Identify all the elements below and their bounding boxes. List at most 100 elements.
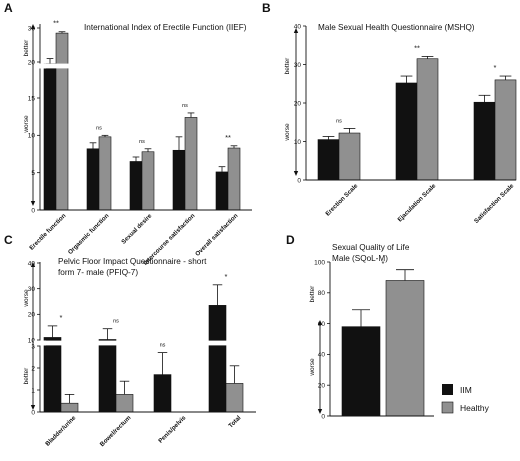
panel-c-category-label: Total (227, 414, 242, 429)
panel-c-axis-break (34, 340, 46, 346)
panel-a-bar-break (43, 63, 69, 69)
panel-a-significance-label: ** (225, 133, 231, 142)
panel-d-y-tick-label: 20 (318, 383, 326, 390)
panel-c-title-line-2: form 7- male (PFIQ-7) (58, 268, 138, 277)
panel-label-a: A (4, 1, 13, 15)
panel-c-y-tick-label: 3 (31, 343, 35, 350)
panel-a-axis: 0 5 10 15 20 30 (28, 24, 252, 214)
panel-c-bar-healthy (60, 402, 79, 413)
panel-c-y-tick-label: 0 (31, 409, 35, 416)
panel-c-bar-iim (43, 337, 62, 413)
panel-d-y-tick-label: 40 (318, 352, 326, 359)
panel-b-y-tick-label: 20 (294, 100, 302, 107)
panel-a-title: International Index of Erectile Function… (84, 23, 247, 32)
panel-c-y-tick-label: 20 (28, 312, 36, 319)
panel-b-direction-head-up (293, 28, 299, 33)
panel-a-significance-label: ns (96, 125, 102, 131)
panel-c-bar-break (208, 340, 244, 346)
panel-c-y-tick-label: 1 (31, 387, 35, 394)
panel-a-bar-iim (86, 148, 100, 211)
panel-b-title: Male Sexual Health Questionnaire (MSHQ) (318, 23, 475, 32)
panel-b-axis: 0 10 20 30 40 (294, 23, 516, 184)
panel-c-axis: 0 1 2 310 20 30 40 (28, 260, 256, 416)
panel-a-significance-label: ** (53, 19, 59, 28)
panel-b-category-label: Ejaculation Scale (396, 182, 437, 223)
panel-c-bar-healthy (115, 394, 134, 413)
panel-a-bar-iim (43, 63, 57, 211)
panel-b-bar-iim (395, 82, 418, 181)
panel-c-bar-healthy (225, 383, 244, 413)
panel-d-better-label: better (309, 285, 316, 302)
panel-a-bar-healthy (227, 147, 241, 211)
panel-label-b: B (262, 1, 271, 15)
panel-b-better-label: better (284, 57, 291, 74)
panel-d-title-line-1: Sexual Quality of Life (332, 243, 410, 252)
panel-c-direction-arrow (30, 262, 36, 410)
panel-b-bar-iim (317, 139, 340, 181)
panel-a-better-label: better (23, 39, 30, 56)
legend-label-iim: IIM (460, 385, 472, 395)
panel-a-significance-label: ns (139, 139, 145, 145)
panel-a-direction-head-up (30, 24, 36, 29)
panel-d-y-tick-label: 60 (318, 321, 326, 328)
panel-c-y-tick-label: 10 (28, 337, 36, 344)
panel-b-bar-healthy (338, 132, 361, 181)
panel-c-direction-head-down (30, 405, 36, 410)
panel-d-worse-label: worse (309, 358, 316, 377)
panel-c-y-tick-label: 2 (31, 365, 35, 372)
panel-b-y-tick-label: 10 (294, 139, 302, 146)
panel-c-bar-break (98, 340, 134, 346)
panel-b-bar-iim (473, 101, 496, 181)
panel-a-category-label: Overall satisfaction (194, 212, 239, 257)
panel-a-bar-healthy (141, 151, 155, 211)
panel-a-y-tick-label: 20 (28, 59, 36, 66)
panel-c-significance-label: * (225, 272, 228, 281)
panel-c-category-label: Bladder/urine (44, 414, 78, 448)
panel-b-worse-label: worse (284, 123, 291, 142)
panel-c-bar-break (43, 340, 79, 346)
panel-d-y-tick-label: 80 (318, 290, 326, 297)
panel-b-y-tick-label: 40 (294, 23, 302, 30)
panel-a-y-tick-label: 0 (31, 207, 35, 214)
panel-c-bar-iim (153, 374, 172, 413)
panel-d-direction-arrow (317, 320, 323, 414)
panel-a-bar-iim (215, 171, 229, 211)
panel-d-direction-head-down (317, 409, 323, 414)
panel-d-significance-label: * (382, 259, 385, 268)
panel-a-bar-iim (172, 149, 186, 211)
panel-a-direction-head-down (30, 201, 36, 206)
panel-a-y-tick-label: 15 (28, 95, 36, 102)
panel-b-bars: ns Erection Scale ** Ejaculation Scale * Sati… (317, 43, 517, 225)
panel-d: D Sexual Quality of Life Male (SQoL-M) b… (286, 233, 434, 420)
panel-a-y-tick-label: 30 (28, 25, 36, 32)
panel-b-direction-head-down (293, 171, 299, 176)
legend-label-healthy: Healthy (460, 403, 490, 413)
panel-c-bar-iim (98, 339, 117, 413)
panel-a-y-tick-label: 5 (31, 170, 35, 177)
panel-c-category-label: Bowel/rectum (99, 414, 133, 448)
panel-b-y-tick-label: 30 (294, 62, 302, 69)
panel-a-bar-healthy (55, 32, 69, 211)
panel-a-category-label: Orgasmic function (67, 212, 111, 256)
panel-c-significance-label: ns (160, 343, 166, 349)
panel-d-axis: 0 20 40 60 80 100 (314, 259, 434, 420)
panel-a-bar-iim (129, 161, 143, 211)
panel-c-bars: * Bladder/urine ns Bowel/rectum ns Penis/pelv… (43, 272, 244, 448)
panel-a-category-label: Sexual desire (120, 212, 154, 246)
panel-b-direction-arrow (293, 28, 299, 176)
panel-c-title-line-1: Pelvic Floor Impact Questionnaire - shor… (58, 257, 207, 266)
panel-d-bars: * (341, 259, 425, 417)
panel-a-bar-healthy (98, 136, 112, 211)
panel-b-category-label: Erection Scale (324, 182, 359, 217)
panel-c-better-label: better (23, 367, 30, 384)
panel-b-bar-healthy (494, 79, 517, 181)
panel-c-significance-label: * (60, 313, 63, 322)
panel-a-direction-arrow (30, 24, 36, 206)
panel-d-direction-head-up (317, 320, 323, 325)
panel-label-d: D (286, 233, 295, 247)
panel-a-bar-healthy (184, 117, 198, 211)
panel-a-significance-label: ns (182, 103, 188, 109)
panel-c-worse-label: worse (23, 289, 30, 308)
panel-d-bar-healthy (385, 280, 425, 417)
